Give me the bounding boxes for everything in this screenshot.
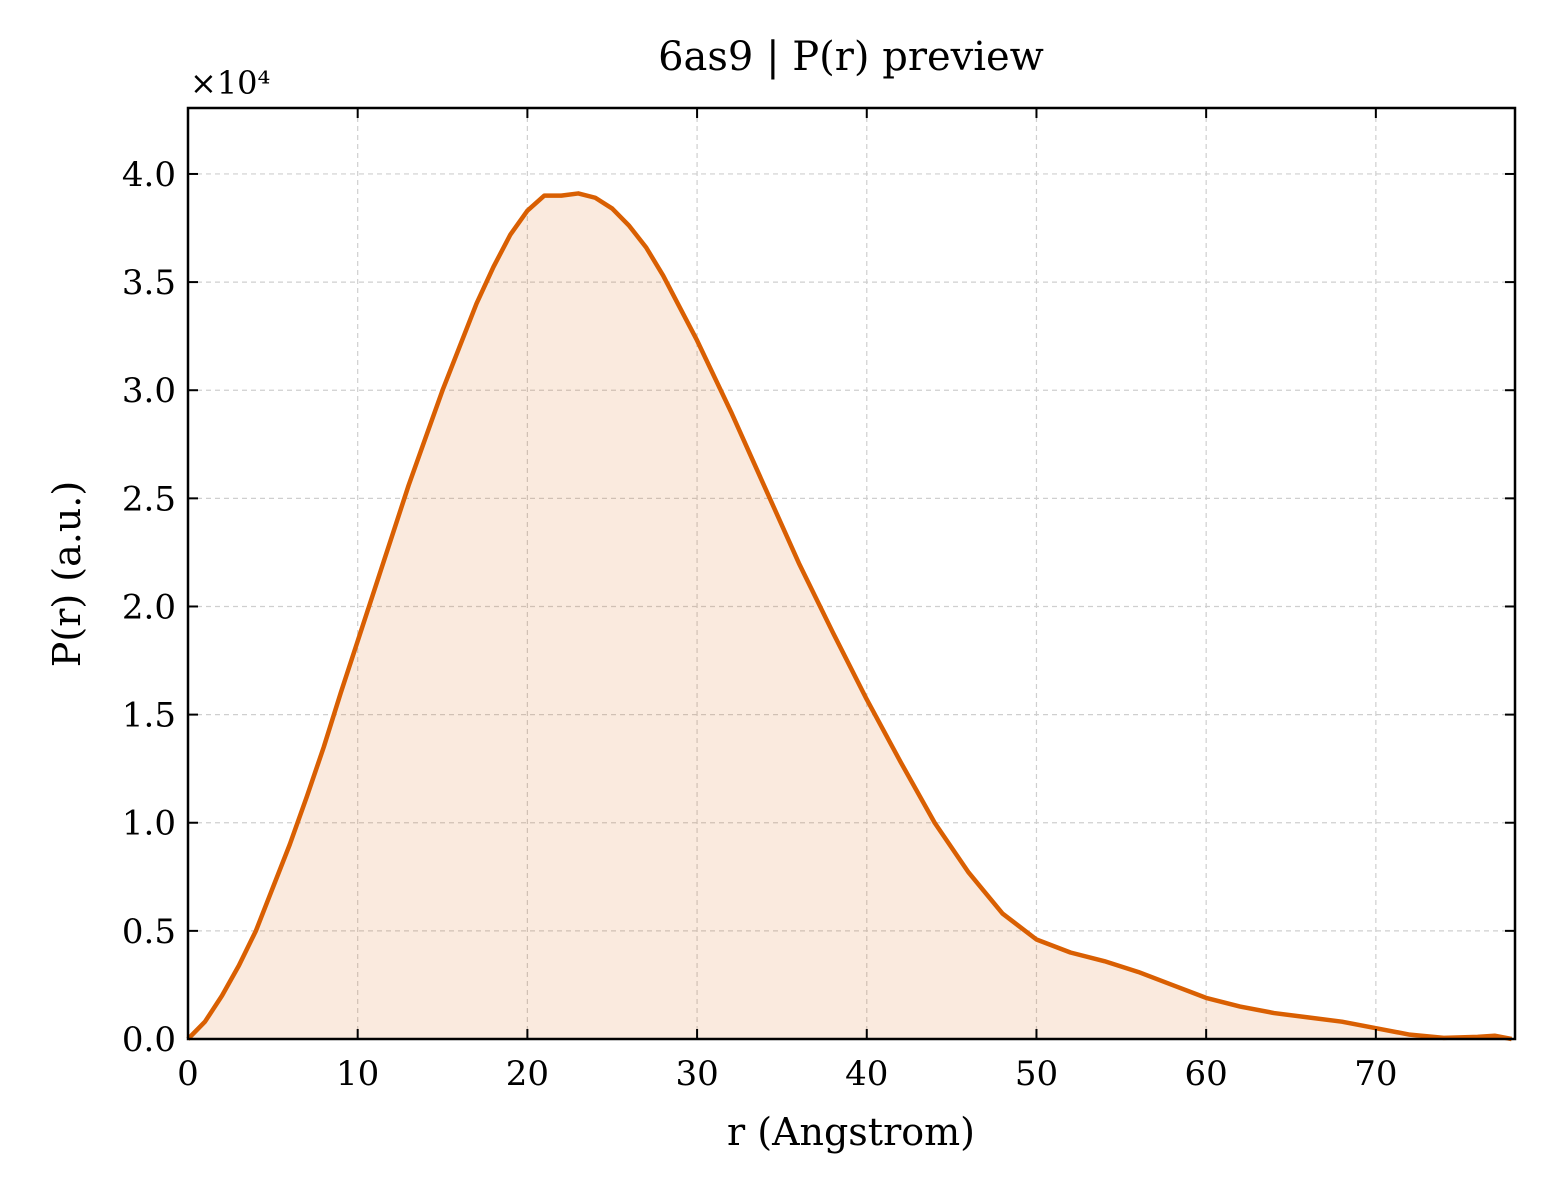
x-tick-label: 50 (1015, 1054, 1058, 1094)
y-tick-label: 4.0 (122, 155, 176, 195)
x-axis-label: r (Angstrom) (727, 1110, 975, 1154)
y-tick-label: 3.5 (122, 263, 176, 303)
y-tick-label: 2.0 (122, 587, 176, 627)
y-axis-label: P(r) (a.u.) (45, 481, 89, 667)
x-tick-label: 70 (1354, 1054, 1397, 1094)
y-tick-label: 1.5 (122, 696, 176, 736)
area (188, 193, 1512, 1040)
x-tick-label: 10 (336, 1054, 379, 1094)
line (186, 191, 1513, 1042)
chart-title: 6as9 | P(r) preview (658, 34, 1044, 80)
y-tick-label: 3.0 (122, 371, 176, 411)
x-tick-label: 20 (506, 1054, 549, 1094)
y-tick-label: 0.5 (122, 912, 176, 952)
y-tick-label: 2.5 (122, 479, 176, 519)
y-tick-label: 1.0 (122, 804, 176, 844)
y-tick-label: 0.0 (122, 1020, 176, 1060)
x-tick-label: 60 (1185, 1054, 1228, 1094)
x-tick-label: 30 (675, 1054, 718, 1094)
y-multiplier: ×10⁴ (190, 64, 270, 102)
plot-frame (186, 106, 1517, 1041)
x-tick-label: 40 (845, 1054, 888, 1094)
x-tick-label: 0 (177, 1054, 199, 1094)
